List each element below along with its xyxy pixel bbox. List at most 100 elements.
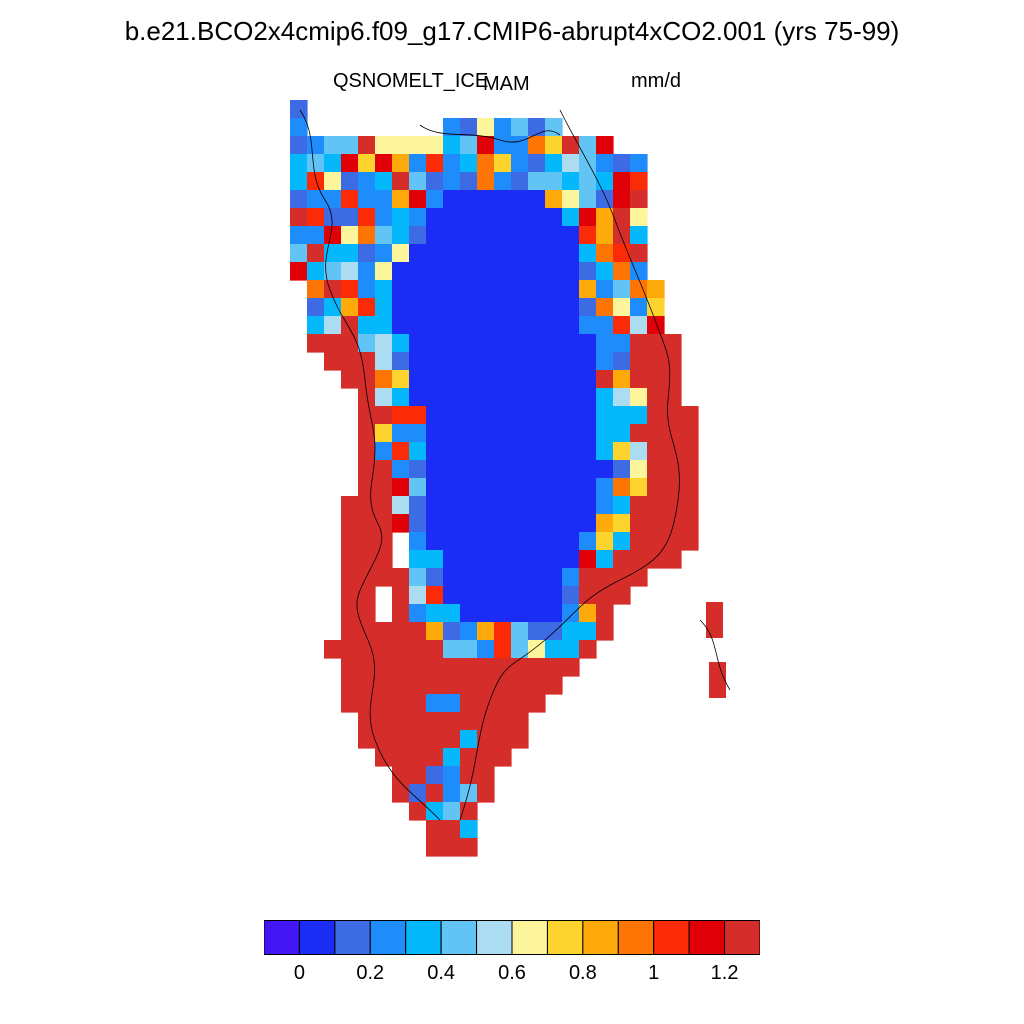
map-cell: [528, 226, 546, 245]
map-cell: [460, 658, 478, 677]
map-cell: [545, 514, 563, 533]
colorbar-swatch: [369, 920, 407, 955]
map-cell: [307, 172, 325, 191]
map-cell: [426, 316, 444, 335]
map-cell: [477, 712, 495, 731]
map-cell: [392, 172, 410, 191]
map-cell: [545, 460, 563, 479]
map-cell: [630, 190, 648, 209]
map-cell: [426, 262, 444, 281]
map-cell: [647, 442, 665, 461]
map-cell: [341, 208, 359, 227]
map-cell: [477, 676, 495, 695]
map-cell: [545, 352, 563, 371]
map-cell: [409, 604, 427, 623]
map-cell: [477, 334, 495, 353]
map-cell: [579, 550, 597, 569]
map-cell: [290, 244, 308, 263]
map-cell: [409, 352, 427, 371]
map-cell: [477, 190, 495, 209]
map-cell: [392, 406, 410, 425]
map-cell: [545, 154, 563, 173]
map-cell: [545, 262, 563, 281]
colorbar-tick-label: 1.2: [710, 962, 739, 984]
map-cell: [613, 172, 631, 191]
map-cell: [460, 676, 478, 695]
map-cell: [477, 532, 495, 551]
map-cell: [477, 766, 495, 785]
map-cell: [477, 388, 495, 407]
map-cell: [375, 694, 393, 713]
map-cell: [494, 262, 512, 281]
map-cell: [545, 298, 563, 317]
map-cell: [528, 622, 546, 641]
map-cell: [409, 424, 427, 443]
units-label: mm/d: [631, 70, 681, 92]
map-cell: [511, 334, 529, 353]
map-cell: [647, 514, 665, 533]
map-cell: [494, 424, 512, 443]
map-cell: [341, 550, 359, 569]
map-cell: [579, 442, 597, 461]
map-cell: [392, 658, 410, 677]
coastline-segment: [299, 109, 441, 821]
map-cell: [494, 658, 512, 677]
map-cell: [324, 262, 342, 281]
map-cell: [579, 604, 597, 623]
map-cell: [613, 262, 631, 281]
map-cell: [664, 460, 682, 479]
map-cell: [596, 424, 614, 443]
map-cell: [426, 820, 444, 839]
map-cell: [477, 658, 495, 677]
map-cell: [341, 226, 359, 245]
map-cell: [426, 784, 444, 803]
map-cell: [477, 136, 495, 155]
map-cell: [460, 838, 478, 857]
map-cell: [307, 334, 325, 353]
map-cell: [409, 712, 427, 731]
map-cell: [460, 640, 478, 659]
map-cell: [562, 640, 580, 659]
map-cell: [562, 622, 580, 641]
map-cell: [307, 136, 325, 155]
map-cell: [392, 586, 410, 605]
map-cell: [681, 460, 699, 479]
map-cell: [375, 370, 393, 389]
map-cell: [358, 370, 376, 389]
map-cell: [511, 478, 529, 497]
colorbar-swatch: [264, 920, 300, 955]
map-cell: [494, 442, 512, 461]
map-cell: [477, 154, 495, 173]
map-cell: [426, 424, 444, 443]
map-cell: [409, 802, 427, 821]
map-cell: [443, 586, 461, 605]
map-cell: [596, 262, 614, 281]
map-cell: [477, 226, 495, 245]
map-cell: [443, 262, 461, 281]
map-cell: [460, 496, 478, 515]
map-cell: [664, 478, 682, 497]
map-cell: [664, 550, 682, 569]
map-cell: [681, 442, 699, 461]
map-cell: [630, 496, 648, 515]
map-cell: [341, 154, 359, 173]
map-cell: [358, 568, 376, 587]
map-cell: [630, 208, 648, 227]
map-cell: [409, 460, 427, 479]
map-cell: [477, 208, 495, 227]
map-cell: [358, 514, 376, 533]
map-cell: [409, 190, 427, 209]
map-cell: [392, 136, 410, 155]
map-cell: [307, 208, 325, 227]
map-cell: [443, 532, 461, 551]
map-cell: [375, 748, 393, 767]
map-cell: [375, 478, 393, 497]
map-cell: [358, 208, 376, 227]
colorbar-tick-label: 0.8: [568, 962, 597, 984]
map-cell: [545, 244, 563, 263]
map-cell: [664, 370, 682, 389]
map-cell: [392, 154, 410, 173]
map-cell: [596, 172, 614, 191]
map-cell: [494, 550, 512, 569]
map-cell: [647, 334, 665, 353]
